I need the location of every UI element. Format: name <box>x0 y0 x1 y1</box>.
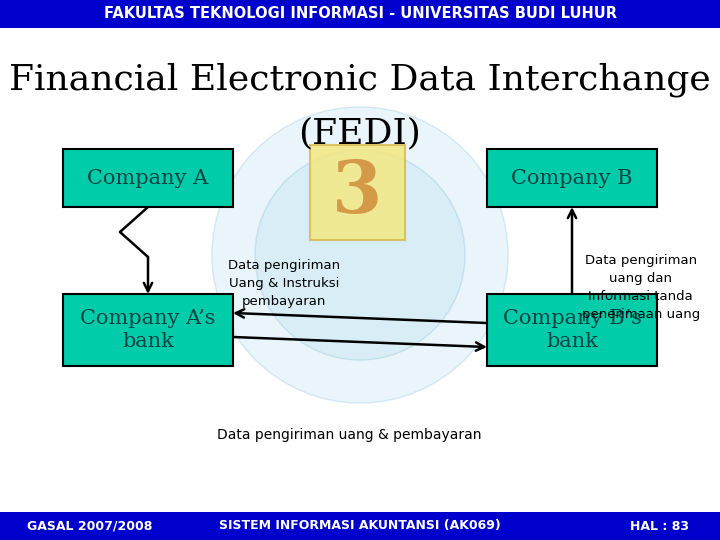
Bar <box>63 149 233 207</box>
Bar <box>310 145 405 240</box>
Bar <box>487 149 657 207</box>
Text: Company B’s
bank: Company B’s bank <box>503 309 642 351</box>
Bar <box>487 294 657 366</box>
Text: 3: 3 <box>333 157 382 228</box>
Text: Company A: Company A <box>87 168 209 187</box>
Text: HAL : 83: HAL : 83 <box>631 519 690 532</box>
Text: (FEDI): (FEDI) <box>299 116 421 150</box>
Text: Data pengiriman uang & pembayaran: Data pengiriman uang & pembayaran <box>217 428 482 442</box>
Text: Company A’s
bank: Company A’s bank <box>80 309 216 351</box>
Circle shape <box>212 107 508 403</box>
Text: Company B: Company B <box>511 168 633 187</box>
Circle shape <box>255 150 465 360</box>
Bar <box>0 0 720 28</box>
Text: Financial Electronic Data Interchange: Financial Electronic Data Interchange <box>9 63 711 97</box>
Text: FAKULTAS TEKNOLOGI INFORMASI - UNIVERSITAS BUDI LUHUR: FAKULTAS TEKNOLOGI INFORMASI - UNIVERSIT… <box>104 6 616 22</box>
Text: Data pengiriman
Uang & Instruksi
pembayaran: Data pengiriman Uang & Instruksi pembaya… <box>228 259 341 308</box>
Bar <box>63 294 233 366</box>
Text: SISTEM INFORMASI AKUNTANSI (AK069): SISTEM INFORMASI AKUNTANSI (AK069) <box>219 519 501 532</box>
Text: Data pengiriman
uang dan
Informasi tanda
penerimaan uang: Data pengiriman uang dan Informasi tanda… <box>582 254 700 321</box>
Bar <box>0 512 720 540</box>
Text: GASAL 2007/2008: GASAL 2007/2008 <box>27 519 153 532</box>
